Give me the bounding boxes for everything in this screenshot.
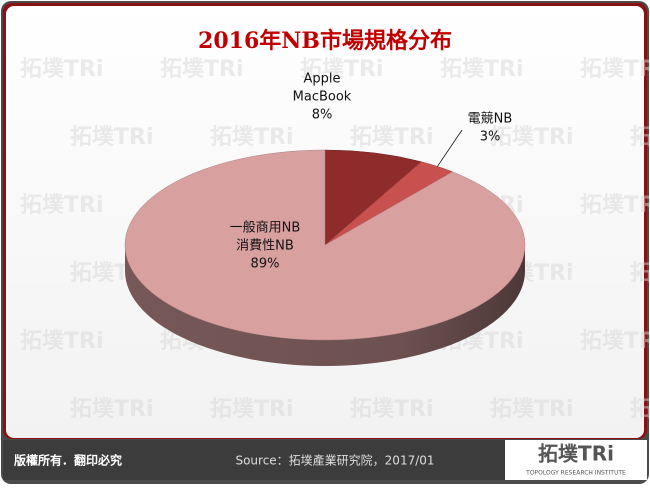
- watermark: 拓墣TRi: [300, 57, 384, 82]
- logo: 拓墣TRi: [538, 442, 614, 466]
- watermark: 拓墣TRi: [440, 57, 524, 82]
- logo-sub: TOPOLOGY RESEARCH INSTITUTE: [525, 470, 626, 477]
- watermark: 拓墣TRi: [630, 261, 650, 286]
- watermark: 拓墣TRi: [210, 397, 294, 422]
- watermark: 拓墣TRi: [20, 329, 104, 354]
- category-label: 一般商用NB: [230, 220, 301, 236]
- chart-title: 2016年NB市場規格分布: [198, 28, 452, 54]
- logo-box: [505, 440, 647, 480]
- value-label: 3%: [480, 130, 501, 145]
- pie-slice: [324, 149, 422, 246]
- watermark: 拓墣TRi: [580, 57, 650, 82]
- watermark: 拓墣TRi: [490, 125, 574, 150]
- watermark: 拓墣TRi: [160, 57, 244, 82]
- watermark: 拓墣TRi: [580, 329, 650, 354]
- watermark: 拓墣TRi: [490, 397, 574, 422]
- category-label: Apple: [303, 72, 340, 87]
- watermark: 拓墣TRi: [350, 125, 434, 150]
- watermark: 拓墣TRi: [20, 57, 104, 82]
- value-label: 8%: [312, 108, 333, 123]
- value-label: 89%: [251, 257, 280, 272]
- watermark: 拓墣TRi: [20, 193, 104, 218]
- pie: Apple MacBook 8% 電競NB 3% 一般商用NB 消費性NB 89%: [124, 72, 526, 366]
- watermark: 拓墣TRi: [70, 397, 154, 422]
- watermark: 拓墣TRi: [630, 397, 650, 422]
- source: Source：拓墣產業研究院，2017/01: [235, 453, 434, 468]
- watermark: 拓墣TRi: [350, 397, 434, 422]
- leader-line: [437, 129, 463, 167]
- pie-slice: [124, 149, 526, 341]
- watermark: 拓墣TRi: [210, 125, 294, 150]
- watermark: 拓墣TRi: [630, 125, 650, 150]
- category-label: 消費性NB: [236, 239, 294, 254]
- watermark: 拓墣TRi: [70, 125, 154, 150]
- rights: 版權所有．翻印必究: [14, 453, 122, 468]
- pie-slice-side: [125, 245, 525, 366]
- category-label: MacBook: [293, 90, 352, 105]
- category-label: 電競NB: [468, 112, 513, 127]
- watermark: 拓墣TRi: [580, 193, 650, 218]
